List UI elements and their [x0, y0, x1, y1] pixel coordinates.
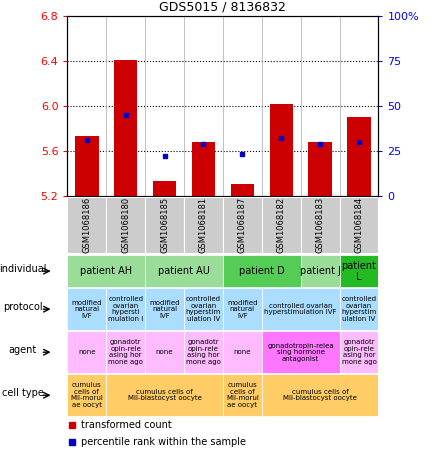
Bar: [308, 142, 331, 196]
Text: GSM1068184: GSM1068184: [354, 197, 363, 253]
Bar: [346, 117, 370, 196]
Bar: [300, 197, 339, 253]
Text: individual: individual: [0, 265, 46, 275]
Bar: [114, 60, 137, 196]
Text: controlled ovarian
hyperstimulation IVF: controlled ovarian hyperstimulation IVF: [264, 303, 336, 315]
Bar: [300, 255, 339, 287]
Text: protocol: protocol: [3, 302, 43, 312]
Text: gonadotr
opin-rele
asing hor
mone ago: gonadotr opin-rele asing hor mone ago: [186, 339, 220, 365]
Bar: [261, 331, 339, 373]
Bar: [191, 142, 215, 196]
Text: controlled
ovarian
hypersti
mulation I: controlled ovarian hypersti mulation I: [108, 296, 143, 322]
Text: cumulus cells of
MII-blastocyst oocyte: cumulus cells of MII-blastocyst oocyte: [283, 389, 356, 401]
Text: cumulus cells of
MII-blastocyst oocyte: cumulus cells of MII-blastocyst oocyte: [128, 389, 201, 401]
Text: cell type: cell type: [2, 388, 44, 398]
Bar: [261, 197, 300, 253]
Text: modified
natural
IVF: modified natural IVF: [149, 300, 179, 318]
Bar: [184, 288, 223, 330]
Bar: [339, 255, 378, 287]
Text: cumulus
cells of
MII-morul
ae oocyt: cumulus cells of MII-morul ae oocyt: [225, 382, 258, 408]
Bar: [67, 331, 106, 373]
Title: GDS5015 / 8136832: GDS5015 / 8136832: [159, 0, 286, 13]
Text: gonadotropin-relea
sing hormone
antagonist: gonadotropin-relea sing hormone antagoni…: [267, 343, 333, 361]
Text: modified
natural
IVF: modified natural IVF: [72, 300, 102, 318]
Bar: [145, 197, 184, 253]
Bar: [67, 288, 106, 330]
Text: patient AU: patient AU: [158, 266, 210, 276]
Bar: [222, 331, 261, 373]
Bar: [67, 197, 106, 253]
Text: GSM1068181: GSM1068181: [198, 197, 207, 253]
Bar: [67, 255, 145, 287]
Bar: [106, 197, 145, 253]
Bar: [184, 197, 223, 253]
Bar: [145, 255, 222, 287]
Bar: [339, 331, 378, 373]
Bar: [222, 288, 261, 330]
Text: modified
natural
IVF: modified natural IVF: [227, 300, 257, 318]
Bar: [75, 136, 98, 196]
Bar: [106, 374, 223, 416]
Text: cumulus
cells of
MII-morul
ae oocyt: cumulus cells of MII-morul ae oocyt: [70, 382, 103, 408]
Bar: [153, 181, 176, 196]
Text: patient AH: patient AH: [80, 266, 132, 276]
Bar: [222, 255, 300, 287]
Text: GSM1068185: GSM1068185: [160, 197, 169, 253]
Text: none: none: [155, 349, 173, 355]
Text: controlled
ovarian
hyperstim
ulation IV: controlled ovarian hyperstim ulation IV: [185, 296, 220, 322]
Text: GSM1068186: GSM1068186: [82, 197, 91, 253]
Text: patient
L: patient L: [341, 261, 376, 281]
Bar: [222, 197, 261, 253]
Bar: [67, 374, 106, 416]
Bar: [339, 288, 378, 330]
Bar: [106, 288, 145, 330]
Bar: [184, 331, 223, 373]
Bar: [339, 197, 378, 253]
Text: controlled
ovarian
hyperstim
ulation IV: controlled ovarian hyperstim ulation IV: [341, 296, 376, 322]
Text: GSM1068183: GSM1068183: [315, 197, 324, 253]
Text: patient J: patient J: [299, 266, 340, 276]
Text: patient D: patient D: [238, 266, 284, 276]
Text: GSM1068187: GSM1068187: [237, 197, 247, 253]
Text: GSM1068180: GSM1068180: [121, 197, 130, 253]
Text: GSM1068182: GSM1068182: [276, 197, 285, 253]
Text: agent: agent: [9, 345, 37, 355]
Text: gonadotr
opin-rele
asing hor
mone ago: gonadotr opin-rele asing hor mone ago: [341, 339, 375, 365]
Bar: [145, 331, 184, 373]
Text: none: none: [233, 349, 250, 355]
Bar: [269, 104, 292, 196]
Bar: [230, 184, 253, 196]
Bar: [261, 288, 339, 330]
Text: transformed count: transformed count: [81, 420, 172, 430]
Bar: [261, 374, 378, 416]
Bar: [145, 288, 184, 330]
Text: gonadotr
opin-rele
asing hor
mone ago: gonadotr opin-rele asing hor mone ago: [108, 339, 143, 365]
Text: none: none: [78, 349, 95, 355]
Bar: [222, 374, 261, 416]
Bar: [106, 331, 145, 373]
Text: percentile rank within the sample: percentile rank within the sample: [81, 437, 246, 447]
